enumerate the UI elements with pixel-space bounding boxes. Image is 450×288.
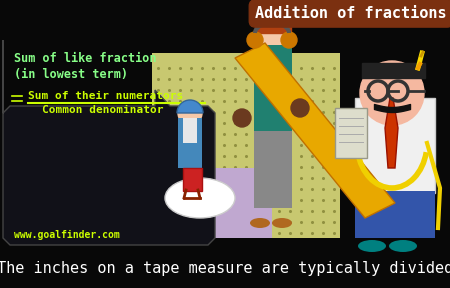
FancyBboxPatch shape [325,131,357,149]
Circle shape [253,21,291,59]
Circle shape [291,99,309,117]
FancyBboxPatch shape [183,168,202,190]
Polygon shape [255,20,291,33]
FancyBboxPatch shape [152,168,272,238]
FancyBboxPatch shape [254,131,292,208]
Text: The inches on a tape measure are typically divided: The inches on a tape measure are typical… [0,261,450,276]
Polygon shape [385,98,398,168]
Circle shape [360,61,424,125]
FancyBboxPatch shape [254,45,292,133]
Ellipse shape [250,218,270,228]
Text: Sum of like fraction: Sum of like fraction [14,52,157,65]
Text: Sum of their numerators: Sum of their numerators [28,91,183,101]
FancyBboxPatch shape [178,118,202,168]
Text: (in lowest term): (in lowest term) [14,68,128,81]
Polygon shape [235,43,395,218]
FancyBboxPatch shape [152,53,340,238]
Circle shape [233,109,251,127]
FancyBboxPatch shape [355,98,435,193]
Text: www.goalfinder.com: www.goalfinder.com [14,230,120,240]
Polygon shape [3,40,215,245]
Circle shape [281,32,297,48]
Circle shape [247,32,263,48]
Polygon shape [362,63,425,78]
FancyBboxPatch shape [355,191,435,238]
Circle shape [178,101,202,125]
Ellipse shape [389,240,417,252]
Ellipse shape [272,218,292,228]
Text: Common denominator: Common denominator [42,105,163,115]
FancyBboxPatch shape [183,118,197,143]
Text: Addition of fractions: Addition of fractions [256,6,447,21]
Wedge shape [177,100,203,113]
Ellipse shape [358,240,386,252]
Ellipse shape [165,178,235,218]
FancyBboxPatch shape [335,108,367,158]
